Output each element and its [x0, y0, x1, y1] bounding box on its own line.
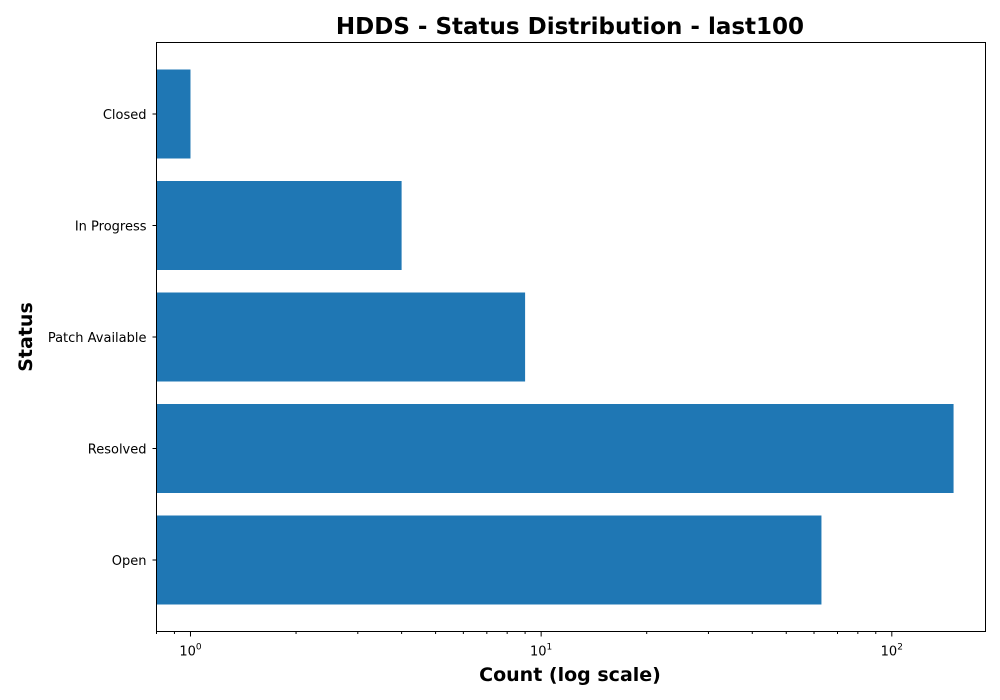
bar-resolved	[156, 404, 954, 493]
y-axis-ticks: Open Resolved Patch Available In Progress Cl…	[48, 108, 157, 569]
x-axis-ticks: 100 101 102	[156, 631, 903, 660]
x-tick-label-1: 100	[179, 643, 202, 660]
y-axis-label: Status	[15, 302, 37, 372]
bar-open	[156, 515, 822, 605]
y-tick-label-in-progress: In Progress	[75, 220, 147, 235]
y-tick-label-closed: Closed	[103, 108, 147, 123]
bars	[156, 69, 954, 605]
y-tick-label-open: Open	[112, 554, 147, 569]
plot-frame	[156, 42, 986, 632]
bar-closed	[156, 69, 191, 159]
y-tick-label-resolved: Resolved	[88, 443, 147, 458]
x-tick-label-10: 101	[530, 643, 552, 660]
bar-in-progress	[156, 181, 402, 270]
bar-patch-available	[156, 292, 526, 382]
x-tick-label-100: 102	[881, 643, 903, 660]
y-tick-label-patch-available: Patch Available	[48, 331, 147, 346]
chart-title: HDDS - Status Distribution - last100	[336, 14, 804, 40]
x-axis-label: Count (log scale)	[479, 664, 661, 686]
